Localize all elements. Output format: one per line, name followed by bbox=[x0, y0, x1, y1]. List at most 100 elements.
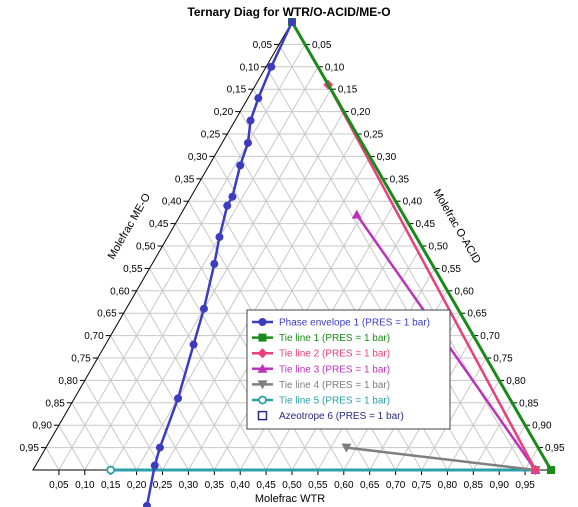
legend-entry: Tie line 4 (PRES = 1 bar) bbox=[279, 380, 390, 391]
data-point bbox=[258, 395, 267, 405]
grid-line bbox=[45, 447, 60, 471]
right-tick-label: 0,90 bbox=[532, 421, 552, 432]
bottom-tick-label: 0,45 bbox=[256, 480, 276, 491]
grid-line bbox=[162, 245, 293, 471]
legend: Phase envelope 1 (PRES = 1 bar) Tie line … bbox=[246, 309, 451, 430]
bottom-tick-label: 0,05 bbox=[49, 480, 69, 491]
legend-entry: Azeotrope 6 (PRES = 1 bar) bbox=[279, 411, 404, 422]
grid-line bbox=[446, 380, 500, 471]
grid-line bbox=[110, 88, 332, 471]
left-tick-label: 0,90 bbox=[32, 421, 52, 432]
bottom-tick-label: 0,75 bbox=[412, 480, 432, 491]
data-point bbox=[257, 363, 268, 373]
data-point bbox=[199, 304, 208, 313]
data-point bbox=[341, 443, 352, 453]
data-point bbox=[215, 233, 224, 242]
bottom-tick-label: 0,20 bbox=[127, 480, 147, 491]
grid-line bbox=[110, 335, 189, 471]
right-tick-label: 0,45 bbox=[416, 219, 436, 230]
grid-line bbox=[123, 312, 215, 471]
data-point bbox=[246, 116, 255, 125]
data-point bbox=[155, 443, 164, 452]
right-tick-label: 0,85 bbox=[519, 398, 539, 409]
right-tick-label: 0,30 bbox=[377, 152, 397, 163]
grid-line bbox=[472, 402, 513, 471]
left-tick-label: 0,55 bbox=[123, 264, 143, 275]
data-point bbox=[228, 192, 237, 201]
data-point bbox=[142, 501, 151, 507]
legend-entry: Tie line 3 (PRES = 1 bar) bbox=[279, 364, 390, 375]
grid-line bbox=[149, 268, 267, 471]
bottom-tick-label: 0,70 bbox=[386, 480, 406, 491]
left-tick-label: 0,85 bbox=[45, 398, 65, 409]
right-tick-label: 0,10 bbox=[325, 62, 345, 73]
left-tick-label: 0,35 bbox=[175, 174, 195, 185]
data-point bbox=[258, 318, 267, 326]
data-point bbox=[174, 394, 183, 403]
bottom-tick-label: 0,40 bbox=[230, 480, 250, 491]
left-tick-label: 0,10 bbox=[240, 62, 260, 73]
right-tick-label: 0,25 bbox=[364, 130, 384, 141]
data-point bbox=[267, 62, 276, 71]
bottom-axis-label: Molefrac WTR bbox=[255, 493, 325, 505]
left-tick-label: 0,20 bbox=[214, 107, 234, 118]
legend-entry: Tie line 1 (PRES = 1 bar) bbox=[279, 333, 390, 344]
data-point bbox=[189, 340, 198, 349]
series-line bbox=[346, 446, 536, 472]
bottom-tick-label: 0,90 bbox=[489, 480, 509, 491]
legend-entry: Tie line 5 (PRES = 1 bar) bbox=[279, 396, 390, 407]
right-tick-label: 0,95 bbox=[545, 443, 565, 454]
right-tick-label: 0,05 bbox=[312, 40, 332, 51]
chart-title: Ternary Diag for WTR/O-ACID/ME-O bbox=[187, 5, 390, 19]
legend-box bbox=[246, 309, 451, 430]
bottom-tick-label: 0,95 bbox=[515, 480, 535, 491]
bottom-tick-label: 0,60 bbox=[334, 480, 354, 491]
data-point bbox=[243, 138, 252, 147]
right-tick-label: 0,40 bbox=[403, 197, 423, 208]
bottom-tick-label: 0,10 bbox=[75, 480, 95, 491]
right-tick-label: 0,55 bbox=[441, 264, 461, 275]
bottom-tick-label: 0,25 bbox=[153, 480, 173, 491]
data-point bbox=[547, 466, 555, 474]
series-line bbox=[290, 21, 553, 471]
left-tick-label: 0,70 bbox=[84, 331, 104, 342]
right-axis-label: Molefrac O-ACID bbox=[430, 187, 482, 266]
right-tick-label: 0,70 bbox=[480, 331, 500, 342]
data-point bbox=[530, 465, 541, 475]
data-point bbox=[258, 333, 267, 342]
tick-labels: 0,05 0,10 0,15 0,20 0,25 0,30 0,35 0,40 0,45 0,50… bbox=[19, 40, 564, 491]
grid-line bbox=[421, 357, 487, 471]
grid-line bbox=[136, 290, 241, 471]
grid-line bbox=[84, 380, 138, 471]
data-point bbox=[210, 259, 219, 268]
left-tick-label: 0,80 bbox=[58, 376, 78, 387]
left-tick-label: 0,25 bbox=[201, 130, 221, 141]
right-tick-label: 0,15 bbox=[338, 85, 358, 96]
bottom-tick-label: 0,80 bbox=[438, 480, 458, 491]
data-point bbox=[106, 465, 116, 475]
bottom-tick-label: 0,35 bbox=[205, 480, 225, 491]
legend-entry: Tie line 2 (PRES = 1 bar) bbox=[279, 349, 390, 360]
grid-line bbox=[58, 424, 86, 471]
bottom-tick-label: 0,55 bbox=[308, 480, 328, 491]
right-tick-label: 0,60 bbox=[454, 286, 474, 297]
bottom-tick-label: 0,50 bbox=[282, 480, 302, 491]
left-tick-label: 0,50 bbox=[136, 242, 156, 253]
left-tick-label: 0,30 bbox=[188, 152, 208, 163]
left-tick-label: 0,05 bbox=[253, 40, 273, 51]
right-tick-label: 0,80 bbox=[506, 376, 526, 387]
left-tick-label: 0,60 bbox=[110, 286, 130, 297]
grid-line bbox=[162, 133, 358, 471]
right-tick-label: 0,50 bbox=[429, 242, 449, 253]
left-tick-label: 0,95 bbox=[19, 443, 39, 454]
data-point bbox=[257, 410, 268, 421]
right-tick-label: 0,35 bbox=[390, 174, 410, 185]
grid-line bbox=[58, 44, 306, 471]
grid-line bbox=[278, 44, 526, 471]
series-layer bbox=[106, 18, 555, 507]
data-point bbox=[254, 94, 263, 103]
bottom-tick-label: 0,30 bbox=[179, 480, 199, 491]
grid-line bbox=[97, 357, 163, 471]
series-line bbox=[145, 21, 294, 507]
